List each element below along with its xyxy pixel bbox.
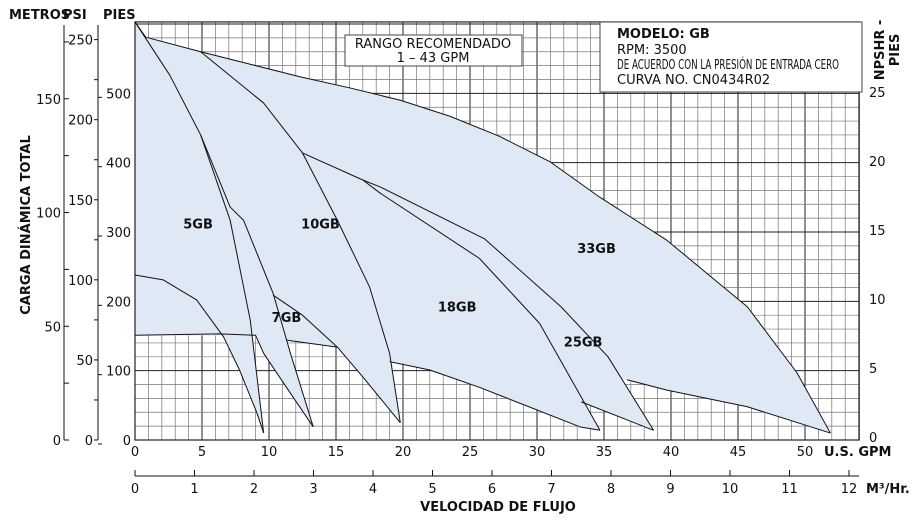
region-18GB	[286, 152, 600, 431]
pies-tick-label: 0	[123, 434, 131, 449]
curve-10GB-lower	[286, 339, 338, 348]
metros-tick-label: 50	[44, 320, 61, 335]
pies-tick-label: 500	[106, 87, 131, 102]
x-tick-label: 30	[529, 445, 546, 460]
model-rpm: RPM: 3500	[617, 43, 687, 58]
model-note: DE ACUERDO CON LA PRESIÓN DE ENTRADA CER…	[617, 57, 839, 73]
series-label-7GB: 7GB	[272, 311, 302, 326]
curve-5GB-lower	[134, 274, 265, 434]
psi-tick-label: 200	[68, 114, 93, 129]
series-label-25GB: 25GB	[564, 335, 603, 350]
y-axis-pies-label: PIES	[103, 8, 136, 23]
x2-axis-label: M³/Hr.	[866, 482, 910, 497]
x2-tick-label: 10	[722, 482, 739, 497]
psi-tick-label: 100	[68, 274, 93, 289]
x2-tick-label: 8	[607, 482, 615, 497]
plot-frame	[134, 21, 860, 441]
x-tick-label: 20	[395, 445, 412, 460]
x-tick-label: 35	[596, 445, 613, 460]
psi-tick-label: 250	[68, 34, 93, 49]
psi-tick-label: 50	[76, 354, 93, 369]
x-tick-label: 45	[730, 445, 747, 460]
x2-tick-label: 5	[428, 482, 436, 497]
curve-7GB-head	[200, 134, 314, 427]
npshr-tick-label: 5	[869, 362, 877, 377]
curve-18GB-lower	[389, 361, 601, 431]
psi-tick-label: 150	[68, 194, 93, 209]
pies-tick-label: 300	[106, 226, 131, 241]
x2-tick-label: 0	[131, 482, 139, 497]
y-axis-metros-label: METROS	[9, 8, 70, 23]
range-box-title: RANGO RECOMENDADO	[355, 37, 511, 52]
npshr-axis-unit: PIES	[888, 34, 903, 67]
x2-tick-label: 6	[488, 482, 496, 497]
range-box-value: 1 – 43 GPM	[397, 51, 470, 66]
x-tick-label: 5	[198, 445, 206, 460]
npshr-tick-label: 15	[869, 224, 886, 239]
curve-25GB-lower	[581, 401, 654, 431]
x2-tick-label: 12	[841, 482, 858, 497]
curve-5GB-head	[134, 21, 265, 434]
x-tick-label: 25	[462, 445, 479, 460]
series-label-5GB: 5GB	[183, 218, 213, 233]
x-tick-label: 40	[663, 445, 680, 460]
pies-tick-label: 400	[106, 157, 131, 172]
metros-tick-label: 150	[36, 93, 61, 108]
curve-7GB-lower	[134, 333, 314, 428]
npshr-tick-label: 25	[869, 86, 886, 101]
series-label-33GB: 33GB	[577, 242, 616, 257]
pies-tick-label: 200	[106, 295, 131, 310]
metros-tick-label: 0	[53, 434, 61, 449]
range-box: RANGO RECOMENDADO 1 – 43 GPM	[344, 34, 523, 67]
pies-tick-label: 100	[106, 365, 131, 380]
performance-regions	[135, 21, 831, 434]
region-5GB	[135, 21, 264, 434]
pump-curves	[134, 21, 831, 434]
x2-tick-label: 9	[666, 482, 674, 497]
y-axis-title: CARGA DINÁMICA TOTAL	[18, 135, 34, 314]
x2-tick-label: 1	[190, 482, 198, 497]
npshr-tick-label: 0	[869, 431, 877, 446]
curve-33GB-lower	[626, 379, 831, 434]
series-label-18GB: 18GB	[438, 301, 477, 316]
x-tick-label: 50	[797, 445, 814, 460]
curve-10GB-head	[200, 51, 401, 423]
npshr-axis-label: NPSHR -	[873, 20, 888, 81]
curve-18GB-head	[302, 152, 601, 431]
x-axis-title: VELOCIDAD DE FLUJO	[420, 500, 576, 515]
metros-tick-label: 100	[36, 207, 61, 222]
series-label-10GB: 10GB	[301, 218, 340, 233]
x2-tick-label: 7	[547, 482, 555, 497]
x-tick-label: 0	[131, 445, 139, 460]
curve-33GB-head	[134, 21, 831, 434]
model-title: MODELO: GB	[617, 27, 710, 42]
model-box: MODELO: GB RPM: 3500 DE ACUERDO CON LA P…	[599, 21, 863, 93]
x2-tick-label: 11	[781, 482, 798, 497]
y-axis-psi-label: PSI	[63, 8, 87, 23]
x-tick-label: 15	[328, 445, 345, 460]
x2-tick-label: 3	[309, 482, 317, 497]
npshr-tick-label: 20	[869, 155, 886, 170]
series-labels: 5GB 7GB 10GB 18GB 25GB 33GB	[183, 218, 616, 351]
x2-tick-label: 2	[250, 482, 258, 497]
grid-frame	[134, 21, 860, 441]
x-axis-label: U.S. GPM	[824, 445, 891, 460]
x-tick-label: 10	[261, 445, 278, 460]
curve-25GB-head	[362, 179, 655, 431]
x2-tick-label: 4	[369, 482, 377, 497]
psi-tick-label: 0	[85, 434, 93, 449]
npshr-tick-label: 10	[869, 293, 886, 308]
model-curve-number: CURVA NO. CN0434R02	[617, 73, 770, 88]
